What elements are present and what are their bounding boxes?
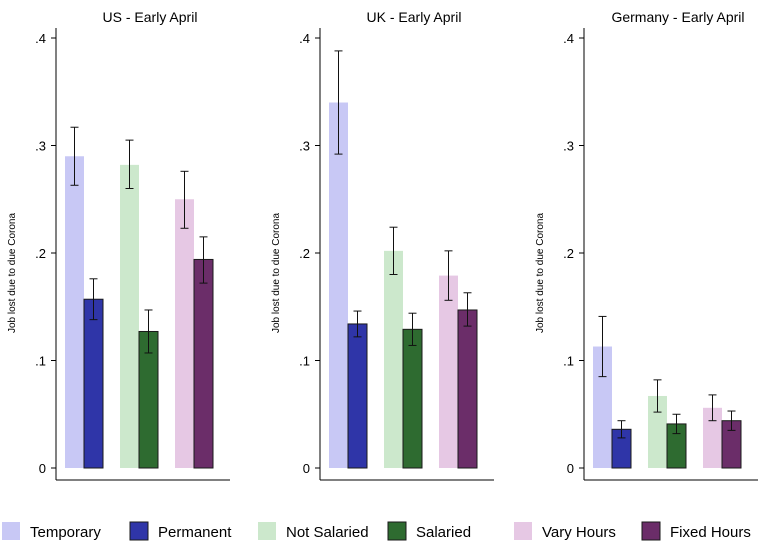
panel-title: US - Early April — [103, 9, 198, 25]
y-tick-label: .1 — [299, 354, 310, 369]
bar-salaried — [402, 328, 423, 469]
legend-label-not-salaried: Not Salaried — [286, 524, 369, 541]
panel-title: Germany - Early April — [611, 9, 744, 25]
legend-label-fixed-hours: Fixed Hours — [670, 524, 751, 541]
y-tick-label: 0 — [39, 461, 46, 476]
y-axis-label: Job lost due to due Corona — [535, 213, 546, 334]
y-tick-label: .2 — [35, 246, 46, 261]
legend-swatch-salaried — [387, 521, 407, 541]
legend-label-salaried: Salaried — [416, 524, 471, 541]
bar-vary-hours — [175, 199, 194, 468]
bar-fixed-hours — [193, 258, 214, 469]
y-axis-label: Job lost due to due Corona — [7, 213, 18, 334]
bar-vary-hours — [439, 275, 458, 468]
y-tick-label: .2 — [299, 246, 310, 261]
bar-not-salaried — [384, 250, 403, 468]
legend-label-vary-hours: Vary Hours — [542, 524, 616, 541]
bar-permanent — [347, 323, 368, 469]
bar-temporary — [329, 102, 348, 468]
legend-label-temporary: Temporary — [30, 524, 101, 541]
legend-swatch-not-salaried — [258, 522, 276, 540]
y-tick-label: .3 — [563, 139, 574, 154]
bar-fixed-hours — [457, 309, 478, 469]
bar-not-salaried — [648, 395, 667, 468]
legend-label-permanent: Permanent — [158, 524, 232, 541]
legend-swatch-temporary — [2, 522, 20, 540]
bar-not-salaried — [120, 164, 139, 468]
y-tick-label: 0 — [567, 461, 574, 476]
y-tick-label: .1 — [563, 354, 574, 369]
y-tick-label: .4 — [299, 31, 310, 46]
bar-vary-hours — [703, 407, 722, 468]
y-axis-label: Job lost due to due Corona — [271, 213, 282, 334]
y-tick-label: 0 — [303, 461, 310, 476]
y-tick-label: .3 — [35, 139, 46, 154]
y-tick-label: .4 — [35, 31, 46, 46]
legend-swatch-fixed-hours — [641, 521, 661, 541]
y-tick-label: .3 — [299, 139, 310, 154]
y-tick-label: .2 — [563, 246, 574, 261]
bar-temporary — [593, 346, 612, 468]
y-tick-label: .1 — [35, 354, 46, 369]
y-tick-label: .4 — [563, 31, 574, 46]
legend-swatch-permanent — [129, 521, 149, 541]
bar-permanent — [83, 298, 104, 469]
panel-title: UK - Early April — [367, 9, 462, 25]
bar-temporary — [65, 156, 84, 468]
legend-swatch-vary-hours — [514, 522, 532, 540]
